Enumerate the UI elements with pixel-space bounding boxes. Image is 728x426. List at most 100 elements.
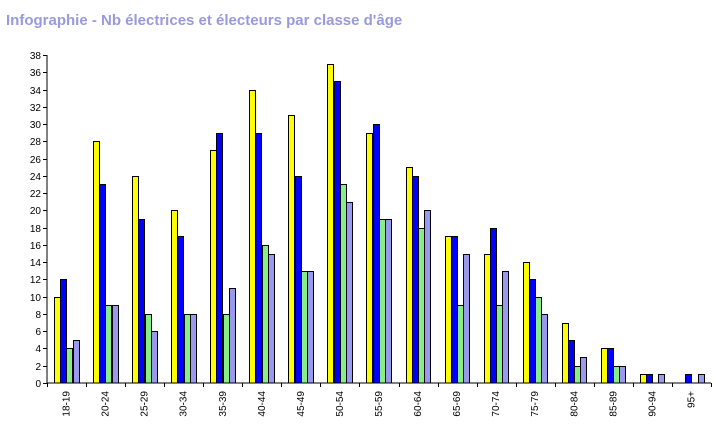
x-tick-label: 45-49 <box>296 391 307 417</box>
y-tick-label: 30 <box>30 120 42 131</box>
bar-series-1 <box>327 64 334 384</box>
bar-series-1 <box>523 262 530 384</box>
bar-series-1 <box>288 115 295 384</box>
y-tick-label: 24 <box>30 172 42 183</box>
x-tick-label: 60-64 <box>413 391 424 417</box>
y-tick-label: 38 <box>30 51 42 62</box>
bar-series-2 <box>529 279 536 384</box>
bar-series-3 <box>613 366 620 384</box>
bar-series-4 <box>424 210 431 384</box>
bar-series-2 <box>177 236 184 384</box>
bar-series-2 <box>646 374 653 384</box>
bar-series-3 <box>496 305 503 384</box>
x-axis: 18-19 20-24 25-29 30-34 35-39 40-44 45-49 50-54… <box>47 382 712 417</box>
y-tick-label: 20 <box>30 206 42 217</box>
bar-series-1 <box>54 297 61 384</box>
bar-series-3 <box>184 314 191 384</box>
bar-series-4 <box>229 288 236 384</box>
bar-series-4 <box>385 219 392 384</box>
bar-series-2 <box>334 81 341 384</box>
y-tick-label: 10 <box>30 293 42 304</box>
bar-series-1 <box>210 150 217 384</box>
x-tick-label: 80-84 <box>569 391 580 417</box>
y-tick-label: 26 <box>30 155 42 166</box>
bar-series-4 <box>346 202 353 384</box>
y-tick-label: 28 <box>30 137 42 148</box>
bar-series-4 <box>502 271 509 384</box>
bar-series-3 <box>145 314 152 384</box>
bar-series-1 <box>601 348 608 384</box>
x-tick-label: 85-89 <box>608 391 619 417</box>
x-tick-label: 55-59 <box>374 391 385 417</box>
bar-series-2 <box>99 184 106 384</box>
bar-series-3 <box>379 219 386 384</box>
bar-series-1 <box>132 176 139 384</box>
x-tick-label: 30-34 <box>179 391 190 417</box>
bar-series-1 <box>406 167 413 384</box>
x-tick-label: 65-69 <box>452 391 463 417</box>
y-tick-label: 16 <box>30 241 42 252</box>
bar-series-4 <box>190 314 197 384</box>
bar-series-2 <box>412 176 419 384</box>
x-tick-label: 20-24 <box>101 391 112 417</box>
x-tick-label: 50-54 <box>335 391 346 417</box>
bar-series-4 <box>268 254 275 384</box>
bar-series-2 <box>295 176 302 384</box>
bar-series-3 <box>418 228 425 384</box>
bar-series-2 <box>685 374 692 384</box>
bar-series-3 <box>66 348 73 384</box>
bar-series-4 <box>541 314 548 384</box>
y-tick-label: 18 <box>30 224 42 235</box>
bar-series-3 <box>223 314 230 384</box>
bar-series-2 <box>373 124 380 384</box>
bar-series-1 <box>484 254 491 384</box>
y-tick-label: 34 <box>30 86 42 97</box>
x-tick-label: 35-39 <box>218 391 229 417</box>
bar-series-2 <box>451 236 458 384</box>
bar-series-2 <box>490 228 497 384</box>
bar-series-3 <box>105 305 112 384</box>
y-tick-label: 0 <box>35 379 41 390</box>
bar-series-2 <box>138 219 145 384</box>
y-tick-label: 6 <box>35 327 41 338</box>
bar-series-1 <box>93 141 100 384</box>
bar-series-3 <box>340 184 347 384</box>
bar-series-2 <box>568 340 575 384</box>
x-tick-label: 40-44 <box>257 391 268 417</box>
bar-series-4 <box>307 271 314 384</box>
bar-series-3 <box>262 245 269 384</box>
x-tick-label: 70-74 <box>491 391 502 417</box>
bar-series-1 <box>366 133 373 384</box>
bar-series-1 <box>249 90 256 384</box>
x-tick-label: 90-94 <box>647 391 658 417</box>
y-tick-label: 14 <box>30 258 42 269</box>
bars <box>54 64 705 384</box>
x-tick-label: 25-29 <box>140 391 151 417</box>
x-tick-label: 18-19 <box>62 391 73 417</box>
y-tick-label: 12 <box>30 275 42 286</box>
bar-series-1 <box>562 323 569 384</box>
y-tick-label: 4 <box>35 344 41 355</box>
bar-series-1 <box>171 210 178 384</box>
bar-series-4 <box>151 331 158 384</box>
bar-series-4 <box>580 357 587 384</box>
y-tick-label: 8 <box>35 310 41 321</box>
bar-series-1 <box>640 374 647 384</box>
bar-series-2 <box>216 133 223 384</box>
x-tick-label: 75-79 <box>530 391 541 417</box>
bar-series-2 <box>255 133 262 384</box>
y-tick-label: 32 <box>30 103 42 114</box>
bar-series-2 <box>607 348 614 384</box>
x-tick-label: 95+ <box>686 391 697 408</box>
bar-series-3 <box>535 297 542 384</box>
bar-series-2 <box>60 279 67 384</box>
bar-series-4 <box>112 305 119 384</box>
bar-series-3 <box>574 366 581 384</box>
bar-series-1 <box>445 236 452 384</box>
y-tick-label: 2 <box>35 362 41 373</box>
bar-series-4 <box>619 366 626 384</box>
y-tick-label: 36 <box>30 68 42 79</box>
bar-series-4 <box>463 254 470 384</box>
